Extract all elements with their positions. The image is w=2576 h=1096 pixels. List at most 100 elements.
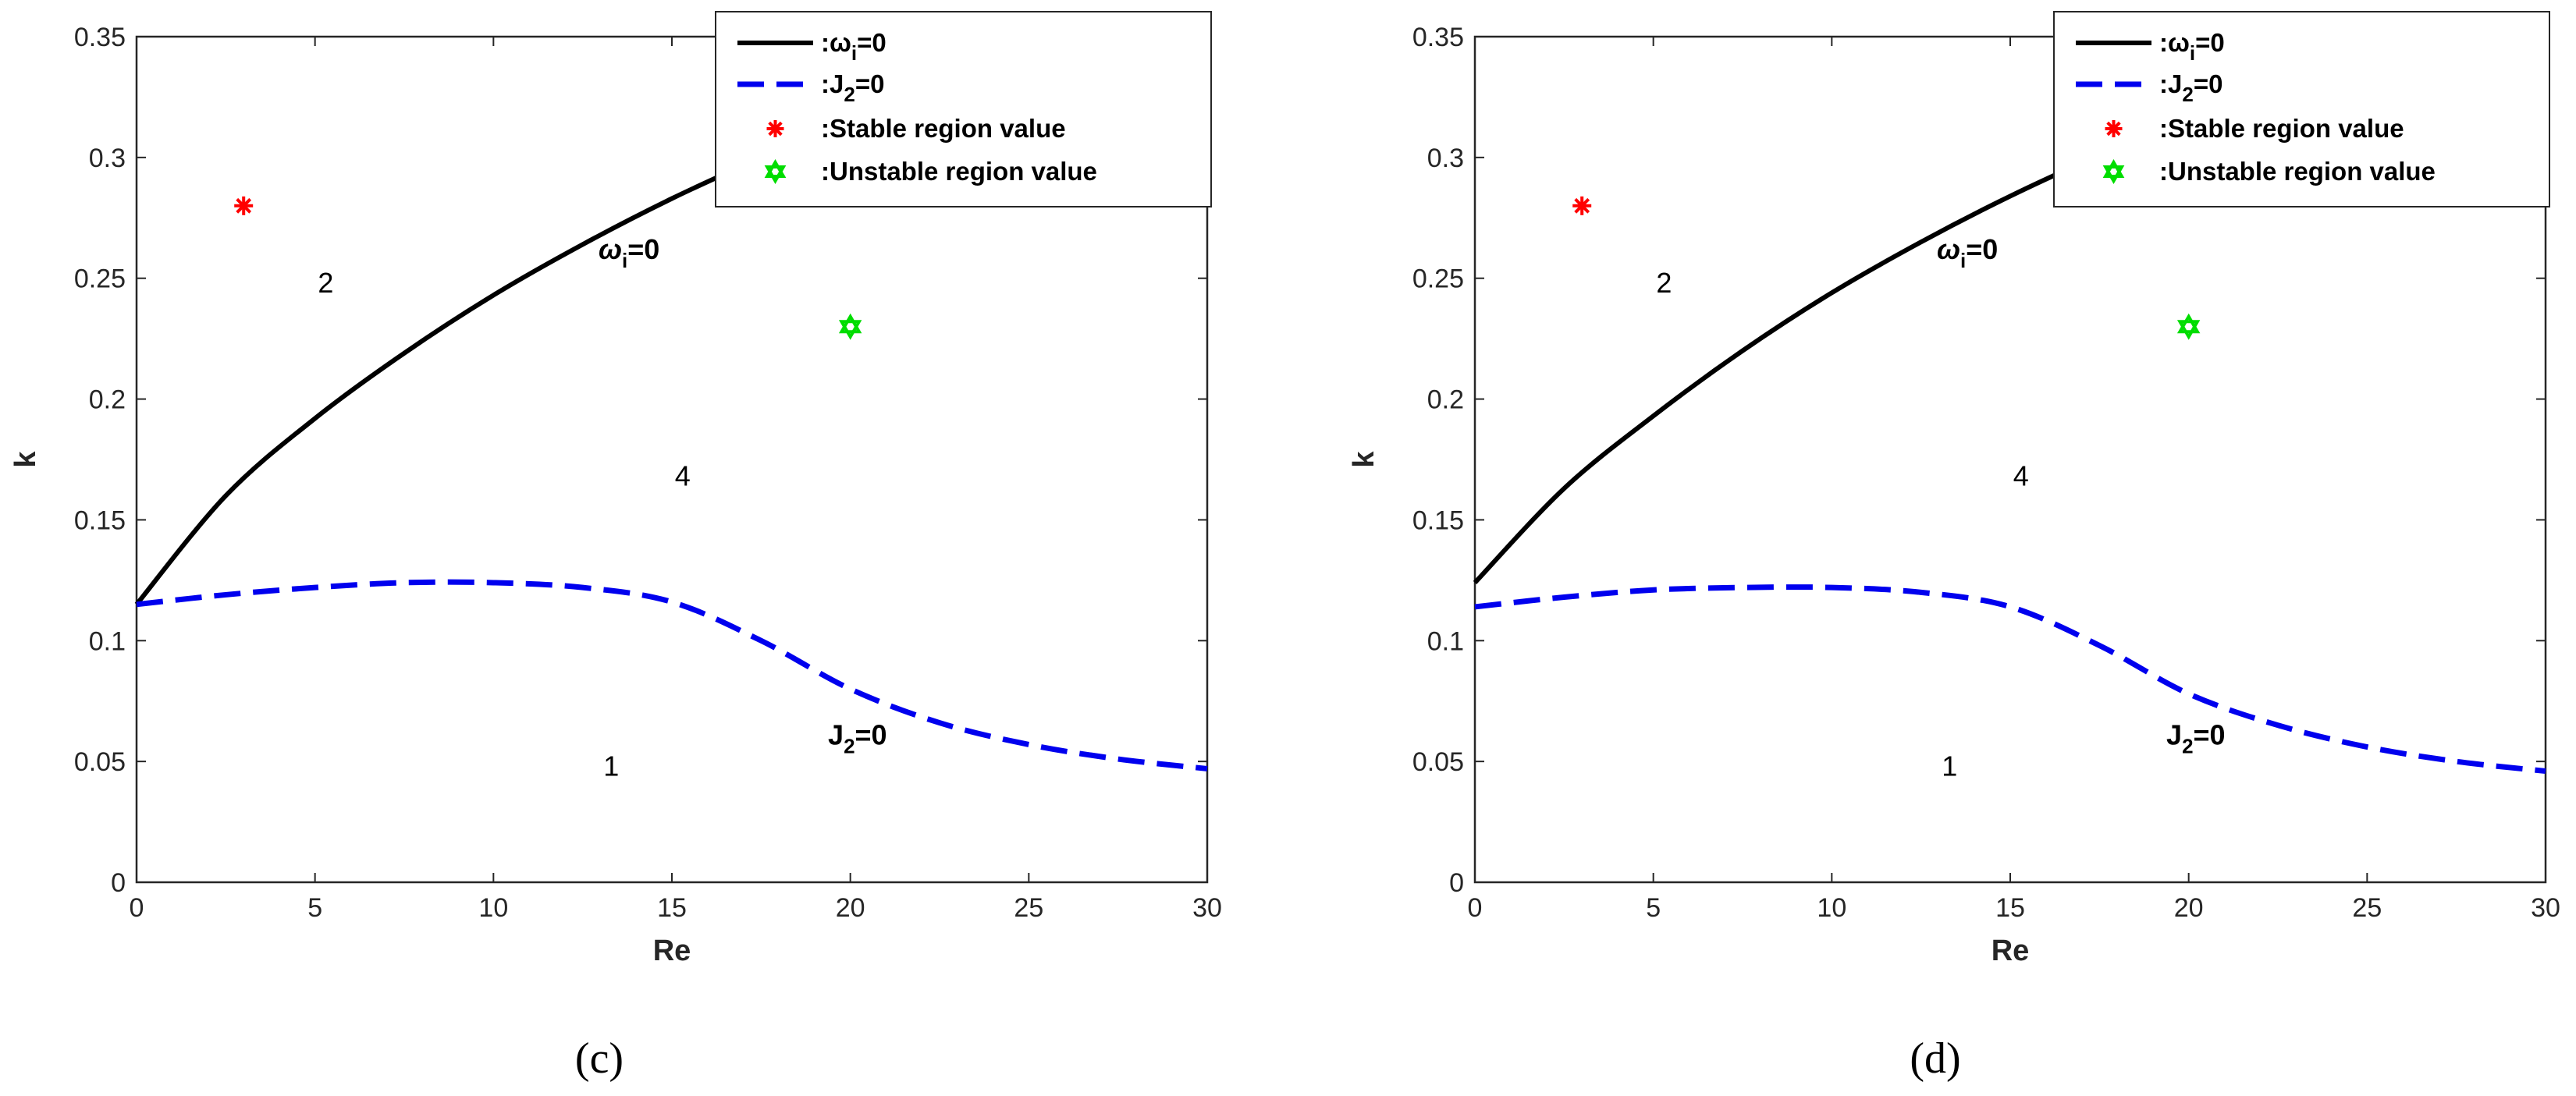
legend-label-stable: :Stable region value xyxy=(2159,114,2404,143)
unstable-point-marker-triangle xyxy=(838,320,862,340)
legend-unstable-marker-triangle xyxy=(764,165,787,184)
legend-label-j2-sub: 2 xyxy=(844,83,855,106)
x-axis-label: Re xyxy=(653,935,691,967)
x-tick-label: 0 xyxy=(130,893,144,923)
x-tick-label: 10 xyxy=(478,893,508,923)
series-line-j2 xyxy=(136,579,1208,771)
legend-label-omega: :ωi=0 xyxy=(2159,28,2225,65)
legend-label-omega-rest: =0 xyxy=(2195,28,2225,57)
region-label: 4 xyxy=(675,460,691,492)
curve-annotation-j2: J2=0 xyxy=(828,718,887,757)
x-tick-label: 5 xyxy=(307,893,322,923)
legend-label-omega-main: :ω xyxy=(2159,28,2190,57)
legend-label-j2-rest: =0 xyxy=(2194,69,2223,98)
curve-annotation-omega-main: ω xyxy=(1937,233,1960,265)
curve-annotation-omega-sub: i xyxy=(1960,249,1966,272)
unstable-point-marker xyxy=(838,313,862,340)
legend-stable-marker-stroke xyxy=(2106,121,2121,137)
series-line-omega xyxy=(1473,131,2155,585)
legend-label-omega-sub: i xyxy=(851,41,857,65)
unstable-point-marker-triangle xyxy=(2176,313,2201,334)
curve-annotation-omega: ωi=0 xyxy=(1937,233,1998,272)
x-tick-label: 20 xyxy=(2174,893,2204,923)
legend: :ωi=0:J2=0:Stable region value:Unstable … xyxy=(2053,11,2550,207)
y-axis-label: k xyxy=(1348,451,1380,468)
series-line-j2 xyxy=(1474,584,2546,775)
chart-panel-c: 0 5 10 15 20 25 30 0 0.05 0.1 0.15 0.2 0.25 0.3 0.35 Re… xyxy=(9,11,1222,967)
unstable-point-marker-triangle xyxy=(838,313,862,334)
curve-annotation-j2-main: J xyxy=(828,718,844,750)
caption-d: (d) xyxy=(1910,1034,1960,1083)
legend-unstable-marker-triangle xyxy=(2102,159,2125,178)
y-tick-label: 0.3 xyxy=(89,144,126,173)
legend-label-j2-sub: 2 xyxy=(2182,83,2193,106)
curve-annotation-omega-rest: =0 xyxy=(1966,233,1998,265)
stable-point-marker-stroke xyxy=(1574,197,1590,214)
chart-panel-d: 0 5 10 15 20 25 30 0 0.05 0.1 0.15 0.2 0.25 0.3 0.35 Re… xyxy=(1348,11,2560,967)
curve-annotation-j2-rest: =0 xyxy=(2194,718,2226,750)
y-tick-label: 0 xyxy=(111,868,126,898)
y-tick-label: 0.15 xyxy=(1412,505,1464,535)
y-tick-label: 0.25 xyxy=(74,264,126,294)
y-tick-label: 0.1 xyxy=(89,626,126,656)
legend-stable-marker xyxy=(766,120,784,137)
legend-unstable-marker-triangle xyxy=(2102,165,2125,184)
y-tick-label: 0.2 xyxy=(89,385,126,415)
y-tick-label: 0.15 xyxy=(74,505,126,535)
curve-annotation-j2-sub: 2 xyxy=(844,734,855,757)
region-label: 2 xyxy=(318,267,333,299)
region-label: 1 xyxy=(1942,750,1957,782)
legend-label-omega-main: :ω xyxy=(821,28,851,57)
x-tick-label: 15 xyxy=(657,893,687,923)
legend-unstable-marker xyxy=(2102,159,2125,184)
unstable-point-marker xyxy=(2176,313,2201,340)
y-tick-label: 0.25 xyxy=(1412,264,1464,294)
y-axis-label: k xyxy=(9,451,42,468)
curve-annotation-omega-rest: =0 xyxy=(627,233,659,265)
curve-annotation-j2-rest: =0 xyxy=(855,718,887,750)
x-tick-label: 25 xyxy=(1014,893,1043,923)
legend-stable-marker-stroke xyxy=(768,121,783,137)
legend-label-unstable: :Unstable region value xyxy=(2159,157,2436,186)
series-line-omega xyxy=(134,131,816,606)
x-tick-label: 30 xyxy=(2531,893,2560,923)
legend-label-j2: :J2=0 xyxy=(821,69,884,106)
legend-label-j2-main: :J xyxy=(821,69,844,98)
region-label: 1 xyxy=(603,750,619,782)
y-tick-label: 0.35 xyxy=(1412,23,1464,52)
y-tick-label: 0.3 xyxy=(1427,144,1464,173)
y-tick-label: 0.05 xyxy=(74,747,126,777)
caption-c: (c) xyxy=(575,1034,624,1083)
legend-label-j2-rest: =0 xyxy=(855,69,885,98)
legend-label-omega-sub: i xyxy=(2190,41,2195,65)
stable-point-marker xyxy=(1572,196,1592,215)
curve-annotation-omega: ωi=0 xyxy=(599,233,659,272)
region-label: 2 xyxy=(1656,267,1672,299)
x-tick-label: 15 xyxy=(1995,893,2025,923)
curve-annotation-omega-sub: i xyxy=(622,249,627,272)
legend-label-j2: :J2=0 xyxy=(2159,69,2222,106)
x-tick-label: 25 xyxy=(2352,893,2382,923)
legend-label-j2-main: :J xyxy=(2159,69,2182,98)
y-tick-label: 0 xyxy=(1449,868,1464,898)
curve-annotation-j2-sub: 2 xyxy=(2182,734,2193,757)
legend-label-omega-rest: =0 xyxy=(857,28,886,57)
x-tick-label: 10 xyxy=(1817,893,1846,923)
stable-point-marker-stroke xyxy=(236,197,252,214)
legend-label-omega: :ωi=0 xyxy=(821,28,886,65)
stable-point-marker xyxy=(234,196,254,215)
y-tick-label: 0.05 xyxy=(1412,747,1464,777)
region-label: 4 xyxy=(2013,460,2029,492)
x-tick-label: 0 xyxy=(1468,893,1483,923)
y-tick-label: 0.1 xyxy=(1427,626,1464,656)
y-tick-label: 0.35 xyxy=(74,23,126,52)
legend-unstable-marker-triangle xyxy=(764,159,787,178)
legend-stable-marker xyxy=(2105,120,2123,137)
x-axis-label: Re xyxy=(1992,935,2030,967)
legend-unstable-marker xyxy=(764,159,787,184)
y-tick-label: 0.2 xyxy=(1427,385,1464,415)
curve-annotation-omega-main: ω xyxy=(599,233,622,265)
unstable-point-marker-triangle xyxy=(2176,320,2201,340)
curve-annotation-j2-main: J xyxy=(2166,718,2182,750)
